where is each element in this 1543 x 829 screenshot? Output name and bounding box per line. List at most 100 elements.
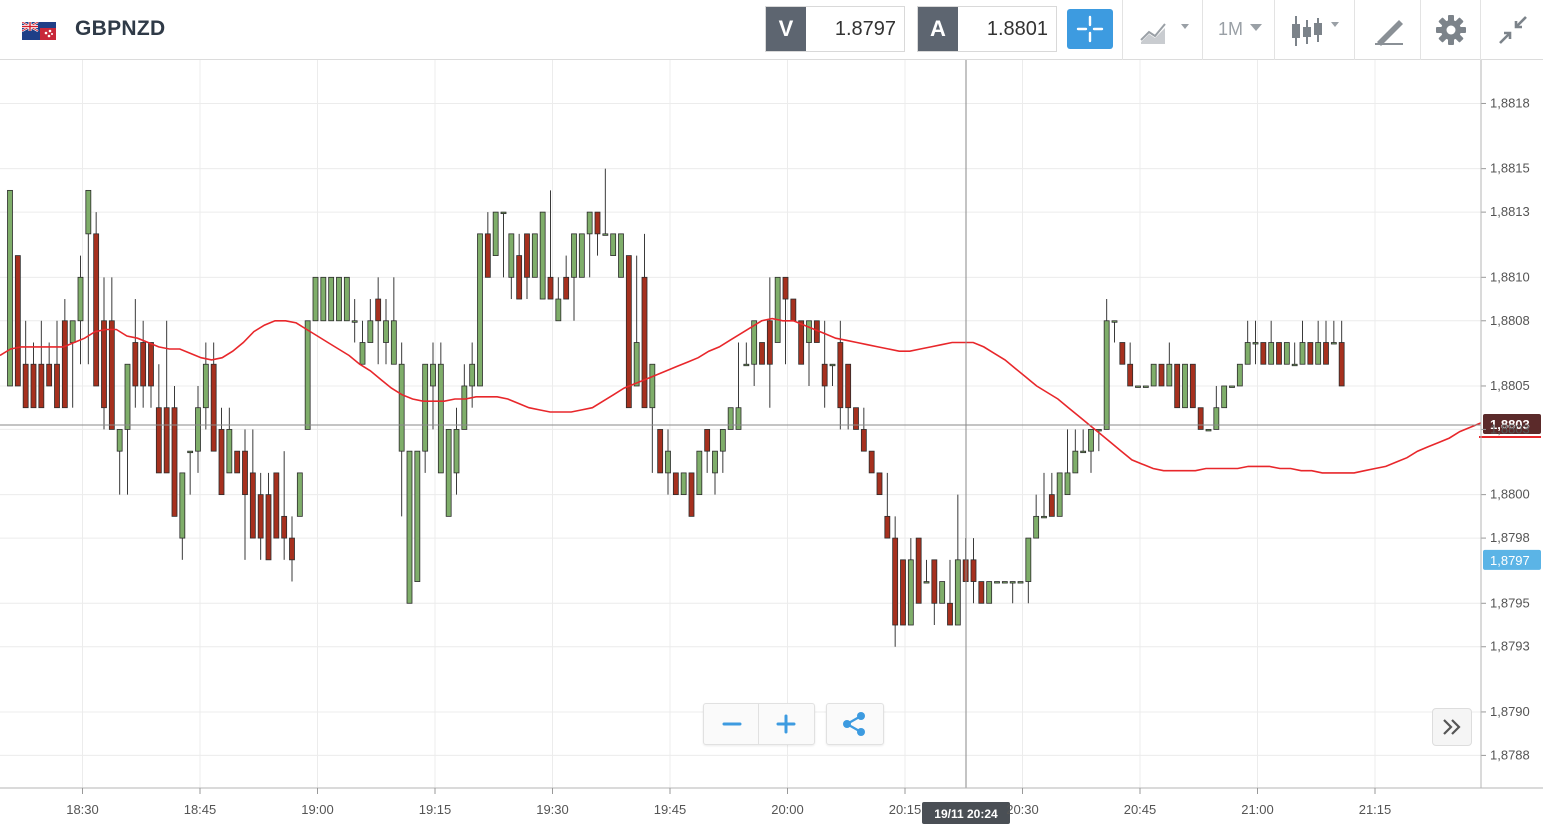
candle-bullish <box>383 320 389 343</box>
candle-bullish <box>1103 320 1110 430</box>
candle-bullish <box>226 429 233 474</box>
candle-bearish <box>273 472 280 539</box>
plus-icon <box>776 714 796 734</box>
sell-price-button[interactable]: V 1.8797 <box>765 6 905 52</box>
candle-bullish <box>367 320 374 343</box>
candle-bearish <box>46 363 53 387</box>
candle-bullish <box>1142 385 1149 388</box>
timeframe-dropdown[interactable]: 1M <box>1202 0 1274 60</box>
candle-bullish <box>296 472 303 517</box>
time-tick-label: 20:45 <box>1124 802 1157 817</box>
candle-bearish <box>625 255 632 409</box>
candle-bullish <box>453 429 460 474</box>
chevrons-right-icon <box>1443 719 1461 735</box>
candle-bullish <box>343 276 350 322</box>
candle-bullish <box>445 429 452 517</box>
candle-bullish <box>649 363 656 409</box>
zoom-in-button[interactable] <box>759 704 814 744</box>
candle-bullish <box>1025 537 1032 582</box>
candle-bullish <box>1236 363 1243 387</box>
candle-bullish <box>336 276 342 322</box>
price-tick-label: 1,8795 <box>1490 595 1530 610</box>
price-tick-label: 1,8813 <box>1490 204 1530 219</box>
buy-tag: A <box>918 7 958 51</box>
share-button[interactable] <box>826 703 884 745</box>
buy-price-button[interactable]: A 1.8801 <box>917 6 1057 52</box>
candle-bearish <box>1323 342 1329 365</box>
candle-bullish <box>680 472 687 496</box>
candle-bullish <box>986 581 993 604</box>
settings-button[interactable] <box>1420 0 1480 60</box>
candle-bearish <box>688 472 695 517</box>
price-tick-label: 1,8803 <box>1490 421 1530 436</box>
symbol-title: GBPNZD <box>75 17 166 40</box>
candle-bullish <box>1283 342 1290 365</box>
candle-bullish <box>1001 581 1008 584</box>
candle-bullish <box>907 559 914 626</box>
crosshair-button[interactable] <box>1067 9 1113 49</box>
buy-price: 1.8801 <box>986 18 1048 40</box>
candle-bearish <box>289 537 295 561</box>
candle-bearish <box>61 320 68 409</box>
candle-bullish <box>312 276 319 322</box>
candle-bearish <box>171 407 178 517</box>
candle-bearish <box>155 407 162 474</box>
chevron-down-icon <box>1250 24 1262 31</box>
candle-bearish <box>140 342 147 387</box>
candle-bullish <box>414 450 421 582</box>
candle-bearish <box>14 255 21 387</box>
candle-bearish <box>30 363 37 409</box>
candle-bearish <box>837 342 844 409</box>
candle-bearish <box>524 233 530 278</box>
candle-bullish <box>618 233 624 278</box>
price-tick-label: 1,8815 <box>1490 161 1530 176</box>
candle-bullish <box>571 233 577 278</box>
zoom-controls <box>703 703 815 745</box>
candle-bullish <box>1009 581 1016 584</box>
candle-bearish <box>38 363 45 409</box>
bid-price-label: 1,8797 <box>1490 553 1530 568</box>
candle-bullish <box>774 276 781 343</box>
time-tick-label: 19:30 <box>536 802 569 817</box>
candles-layer <box>7 168 1345 647</box>
price-tick-label: 1,8790 <box>1490 704 1530 719</box>
candle-bullish <box>586 211 593 235</box>
time-tick-label: 18:45 <box>184 802 217 817</box>
candle-bullish <box>1017 581 1024 584</box>
chart-type-button[interactable] <box>1122 0 1202 60</box>
candle-bullish <box>829 363 836 367</box>
candle-bearish <box>759 342 765 365</box>
candle-bullish <box>712 450 718 474</box>
candle-bullish <box>7 189 13 387</box>
candle-bullish <box>539 211 546 300</box>
candle-bearish <box>210 363 217 452</box>
collapse-button[interactable] <box>1480 0 1543 60</box>
candle-bullish <box>179 472 186 539</box>
candle-bullish <box>430 363 436 387</box>
drawing-tools-button[interactable] <box>1354 0 1420 60</box>
candle-bullish <box>602 233 609 236</box>
candle-bullish <box>1221 385 1228 409</box>
candle-bullish <box>202 363 209 409</box>
candle-style-button[interactable] <box>1274 0 1354 60</box>
candlestick-icon <box>1292 16 1339 46</box>
last-price-badge <box>1483 414 1541 434</box>
candle-bearish <box>54 363 60 409</box>
candle-bearish <box>782 276 789 300</box>
candle-bullish <box>304 320 311 430</box>
candle-bullish <box>743 363 750 367</box>
candle-bullish <box>1064 472 1071 496</box>
candle-bullish <box>1088 429 1094 452</box>
candle-bullish <box>1315 342 1322 365</box>
price-axis: 1,8788 1,8790 1,8793 1,8795 1,8798 1,8800 1,88… <box>1480 60 1530 788</box>
candle-bearish <box>892 537 899 626</box>
candle-bearish <box>876 472 883 496</box>
candle-bearish <box>900 559 906 626</box>
sell-tag: V <box>766 7 806 51</box>
candle-bullish <box>477 233 483 387</box>
scroll-to-latest-button[interactable] <box>1432 708 1472 746</box>
price-tick-label: 1,8805 <box>1490 378 1530 393</box>
candle-bullish <box>500 211 507 215</box>
zoom-out-button[interactable] <box>704 704 759 744</box>
collapse-icon <box>1499 16 1527 44</box>
